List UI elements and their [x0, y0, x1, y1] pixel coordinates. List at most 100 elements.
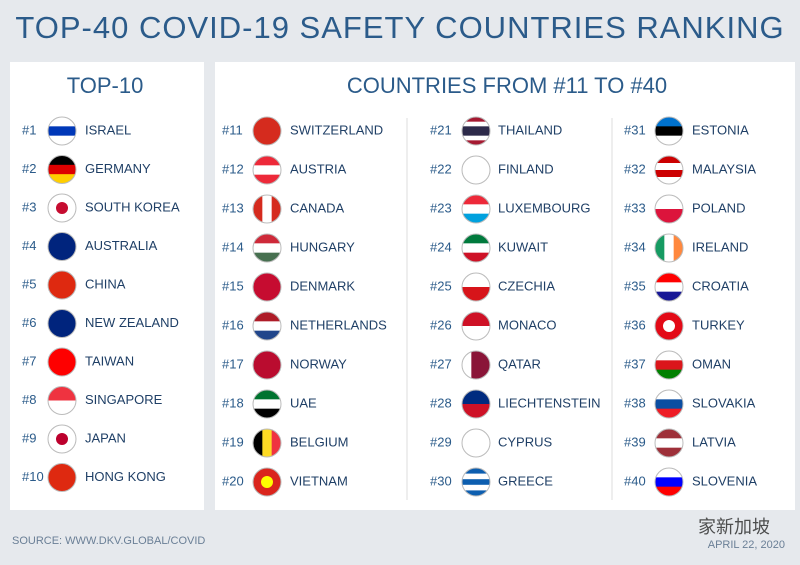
- flag-rim: [252, 116, 282, 146]
- flag-stripe: [655, 390, 683, 400]
- flag-rim: [252, 272, 282, 302]
- flag-stripe: [253, 330, 281, 340]
- flag-stripe: [462, 156, 490, 184]
- flag-stripe: [655, 438, 683, 449]
- rank: #18: [222, 395, 244, 410]
- flag-rim: [654, 233, 684, 263]
- flag-rim: [47, 193, 77, 223]
- flag-stripe: [655, 163, 683, 171]
- flag-emblem: [56, 202, 68, 214]
- flag-rim: [252, 389, 282, 419]
- country-name: GERMANY: [85, 161, 151, 176]
- flag-stripe: [462, 490, 490, 496]
- rank: #6: [22, 315, 36, 330]
- rank: #26: [430, 317, 452, 332]
- rank: #8: [22, 392, 36, 407]
- rank: #3: [22, 199, 36, 214]
- rank: #19: [222, 434, 244, 449]
- rank: #30: [430, 473, 452, 488]
- country-name: LIECHTENSTEIN: [498, 395, 601, 410]
- flag-stripe: [462, 117, 490, 123]
- country-name: CHINA: [85, 276, 126, 291]
- flag-stripe: [253, 117, 281, 145]
- flag: [253, 312, 281, 340]
- flag: [253, 390, 281, 418]
- flag-stripe: [253, 351, 281, 379]
- flag: [462, 273, 490, 301]
- country-name: AUSTRALIA: [85, 238, 158, 253]
- rank: #5: [22, 276, 36, 291]
- flag-rim: [47, 270, 77, 300]
- country-name: MONACO: [498, 317, 557, 332]
- flag-rim: [654, 194, 684, 224]
- flag-rim: [461, 350, 491, 380]
- flag-rim: [461, 116, 491, 146]
- country-name: TAIWAN: [85, 353, 134, 368]
- flag-stripe: [253, 312, 281, 322]
- rank: #9: [22, 430, 36, 445]
- flag-emblem: [261, 476, 273, 488]
- flag-stripe: [48, 135, 76, 145]
- flag: [655, 312, 683, 340]
- flag-stripe: [462, 234, 490, 244]
- flag-stripe: [655, 399, 683, 410]
- flag-stripe: [462, 213, 490, 223]
- flag-stripe: [253, 390, 281, 400]
- rank: #36: [624, 317, 646, 332]
- country-name: FINLAND: [498, 161, 554, 176]
- flag-stripe: [48, 400, 76, 415]
- flag-rim: [47, 116, 77, 146]
- country-name: CROATIA: [692, 278, 749, 293]
- flag-rim: [654, 155, 684, 185]
- country-name: SLOVAKIA: [692, 395, 756, 410]
- country-name: GREECE: [498, 473, 553, 488]
- rank: #40: [624, 473, 646, 488]
- flag: [462, 351, 490, 379]
- flag-stripe: [462, 204, 490, 215]
- top10-panel: [10, 62, 204, 510]
- rank: #2: [22, 161, 36, 176]
- flag-stripe: [462, 312, 490, 327]
- flag-rim: [252, 428, 282, 458]
- flag: [655, 117, 683, 145]
- flag-stripe: [655, 126, 683, 137]
- flag-rim: [252, 233, 282, 263]
- flag-stripe: [462, 195, 490, 205]
- flag-rim: [47, 386, 77, 415]
- flag-stripe: [462, 326, 490, 340]
- others-heading: COUNTRIES FROM #11 TO #40: [347, 73, 667, 98]
- country-name: SINGAPORE: [85, 392, 163, 407]
- flag-stripe: [655, 447, 683, 457]
- rank: #24: [430, 239, 452, 254]
- flag-stripe: [655, 177, 683, 184]
- rank: #14: [222, 239, 244, 254]
- flag-rim: [252, 194, 282, 224]
- flag-rim: [461, 428, 491, 458]
- flag-stripe: [48, 174, 76, 184]
- flag: [253, 195, 281, 223]
- flag: [48, 463, 76, 492]
- flag-stripe: [271, 195, 281, 223]
- flag: [462, 156, 490, 184]
- rank: #16: [222, 317, 244, 332]
- flag-stripe: [253, 243, 281, 254]
- flag: [253, 117, 281, 145]
- rank: #10: [22, 469, 44, 484]
- country-name: NORWAY: [290, 356, 347, 371]
- flag-rim: [461, 233, 491, 263]
- flag: [48, 271, 76, 299]
- flag: [253, 273, 281, 301]
- flag-emblem: [56, 433, 68, 445]
- rank: #4: [22, 238, 36, 253]
- flag-rim: [654, 467, 684, 497]
- country-name: SOUTH KOREA: [85, 199, 180, 214]
- flag-stripe: [253, 399, 281, 410]
- flag: [462, 195, 490, 223]
- flag-stripe: [655, 209, 683, 223]
- source: SOURCE: WWW.DKV.GLOBAL/COVID: [12, 535, 205, 547]
- date: APRIL 22, 2020: [708, 539, 785, 551]
- country-name: CANADA: [290, 200, 345, 215]
- flag: [462, 234, 490, 262]
- flag-stripe: [655, 282, 683, 293]
- flag: [48, 155, 76, 184]
